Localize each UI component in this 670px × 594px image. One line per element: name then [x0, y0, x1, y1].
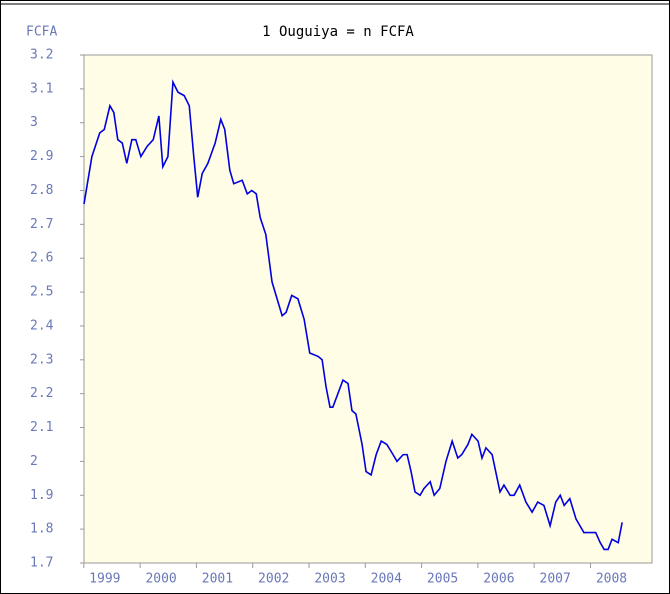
x-tick-label: 2005 — [427, 572, 458, 587]
x-tick-label: 2003 — [314, 572, 345, 587]
x-tick-label: 2007 — [540, 572, 571, 587]
y-tick-label: 2 — [30, 454, 38, 469]
y-tick-label: 2.9 — [30, 149, 53, 164]
y-axis-label: FCFA — [26, 25, 57, 40]
y-tick-label: 2.1 — [30, 420, 53, 435]
y-tick-label: 2.5 — [30, 285, 53, 300]
y-tick-label: 3 — [30, 115, 38, 130]
y-tick-label: 2.8 — [30, 183, 53, 198]
y-tick-label: 1.7 — [30, 556, 53, 571]
line — [83, 79, 623, 551]
x-tick-label: 2006 — [483, 572, 514, 587]
y-tick-label: 1.8 — [30, 522, 53, 537]
x-tick-label: 2008 — [596, 572, 627, 587]
x-tick-label: 1999 — [89, 572, 120, 587]
y-tick-label: 3.2 — [30, 48, 53, 63]
y-tick-label: 2.2 — [30, 386, 53, 401]
chart-title: 1 Ouguiya = n FCFA — [262, 24, 414, 40]
y-tick-label: 2.3 — [30, 352, 53, 367]
y-tick-label: 1.9 — [30, 488, 53, 503]
plot-area — [83, 54, 653, 564]
x-tick-label: 2004 — [371, 572, 402, 587]
x-tick-label: 2001 — [202, 572, 233, 587]
y-tick-label: 2.6 — [30, 251, 53, 266]
y-tick-label: 2.7 — [30, 217, 53, 232]
y-tick-label: 3.1 — [30, 81, 53, 96]
y-tick-label: 2.4 — [30, 318, 54, 333]
x-tick-label: 2002 — [258, 572, 289, 587]
x-tick-label: 2000 — [145, 572, 176, 587]
